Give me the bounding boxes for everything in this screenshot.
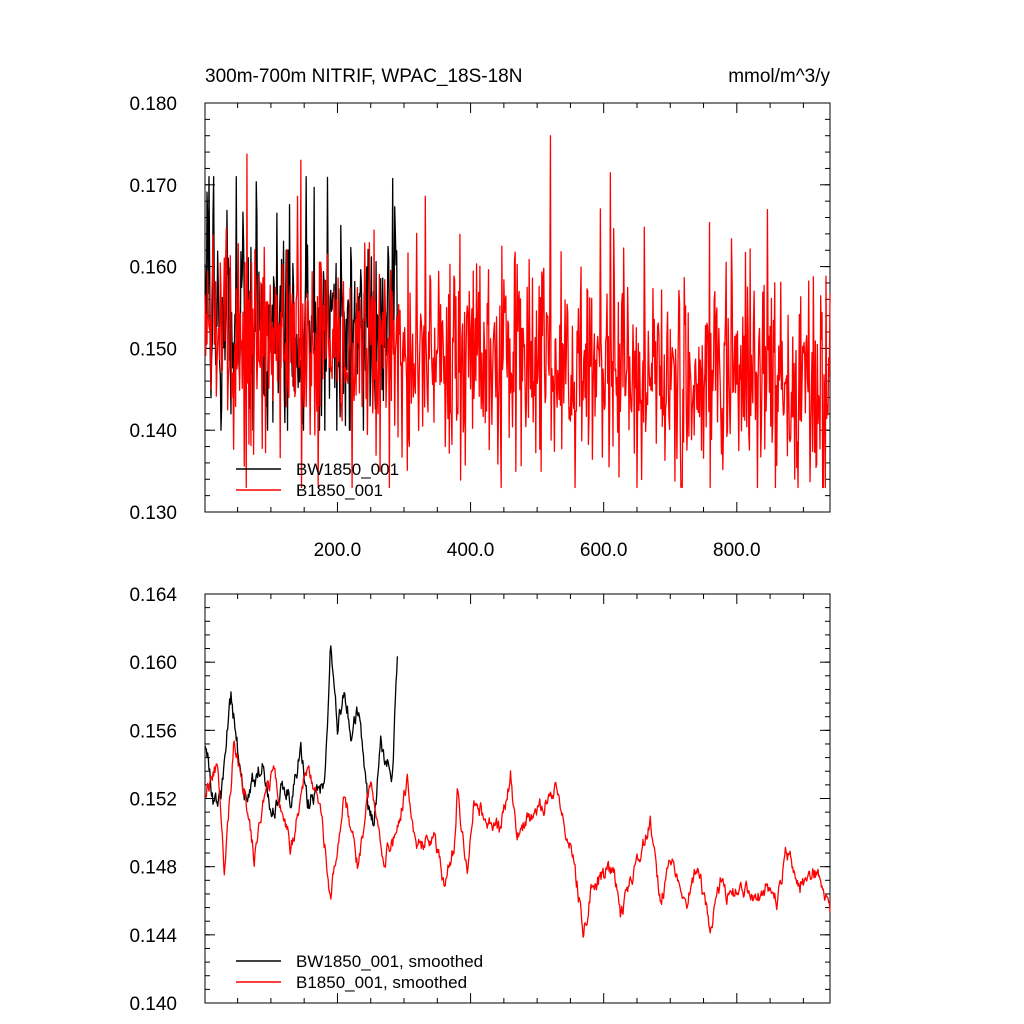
y-tick-label: 0.130: [129, 503, 177, 524]
x-tick-label: 800.0: [713, 540, 761, 561]
chart-title: 300m-700m NITRIF, WPAC_18S-18N: [205, 66, 522, 87]
y-tick-label: 0.152: [129, 790, 177, 811]
y-tick-label: 0.144: [129, 926, 177, 947]
y-tick-label: 0.156: [129, 721, 177, 742]
y-tick-label: 0.140: [129, 421, 177, 442]
series-line-b1850-001-smoothed: [204, 740, 831, 938]
series-line-bw1850-001-smoothed: [204, 645, 399, 827]
legend-label-bw1850: BW1850_001: [296, 460, 399, 479]
x-tick-label: 600.0: [580, 540, 628, 561]
top-panel: 0.130 0.140 0.150 0.160 0.170 0.180 200.0 400.0…: [129, 94, 831, 561]
top-legend: BW1850_001 B1850_001: [236, 460, 399, 500]
y-tick-label: 0.160: [129, 653, 177, 674]
y-tick-label: 0.148: [129, 858, 177, 879]
x-tick-label: 200.0: [314, 540, 362, 561]
y-tick-label: 0.160: [129, 258, 177, 279]
y-tick-label: 0.164: [129, 585, 177, 606]
y-tick-label: 0.180: [129, 94, 177, 115]
y-tick-label: 0.140: [129, 994, 177, 1015]
bottom-panel-ticks: 0.140 0.144 0.148 0.152 0.156 0.160 0.164: [129, 585, 830, 1015]
bottom-panel-series: [204, 645, 831, 938]
bottom-legend: BW1850_001, smoothed B1850_001, smoothed: [236, 952, 483, 992]
y-tick-label: 0.170: [129, 176, 177, 197]
bottom-panel: 0.140 0.144 0.148 0.152 0.156 0.160 0.164 BW18…: [129, 585, 831, 1015]
legend-label-bw1850-smoothed: BW1850_001, smoothed: [296, 952, 483, 971]
top-panel-series: [204, 135, 831, 489]
x-tick-label: 400.0: [447, 540, 495, 561]
top-panel-ticks: 0.130 0.140 0.150 0.160 0.170 0.180 200.0 400.0…: [129, 94, 830, 561]
bottom-panel-frame: [204, 593, 831, 1004]
series-line-b1850-001: [204, 135, 831, 489]
units-label: mmol/m^3/y: [728, 66, 830, 87]
legend-label-b1850-smoothed: B1850_001, smoothed: [296, 973, 467, 992]
legend-label-b1850: B1850_001: [296, 481, 383, 500]
y-tick-label: 0.150: [129, 339, 177, 360]
